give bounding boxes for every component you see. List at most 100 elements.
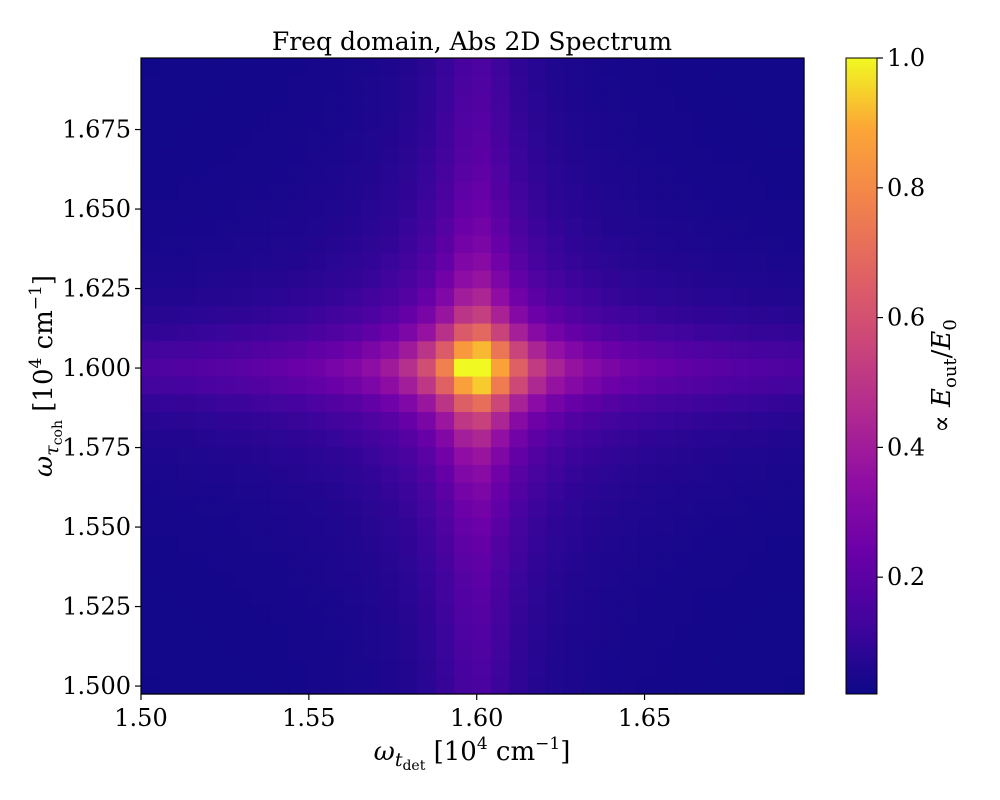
heatmap-cell (214, 535, 234, 554)
heatmap-cell (564, 111, 584, 130)
heatmap-cell (693, 676, 713, 695)
heatmap-cell (509, 93, 529, 112)
heatmap-cell (583, 323, 603, 342)
heatmap-cell (288, 570, 308, 589)
heatmap-cell (233, 446, 253, 465)
heatmap-cell (656, 570, 676, 589)
heatmap-cell (546, 270, 566, 289)
heatmap-cell (527, 393, 547, 412)
heatmap-cell (380, 658, 400, 677)
heatmap-cell (306, 146, 326, 165)
heatmap-cell (656, 164, 676, 183)
heatmap-cell (306, 111, 326, 130)
heatmap-cell (269, 287, 289, 306)
heatmap-cell (269, 393, 289, 412)
heatmap-cell (454, 676, 474, 695)
heatmap-cell (785, 252, 805, 271)
heatmap-cell (398, 199, 418, 218)
heatmap-cell (306, 270, 326, 289)
heatmap-cell (454, 570, 474, 589)
heatmap-cell (546, 570, 566, 589)
heatmap-cell (214, 252, 234, 271)
heatmap-cell (711, 75, 731, 94)
heatmap-cell (730, 270, 750, 289)
heatmap-cell (159, 676, 179, 695)
heatmap-cell (564, 570, 584, 589)
heatmap-cell (362, 676, 382, 695)
heatmap-cell (435, 517, 455, 536)
heatmap-cell (490, 305, 510, 324)
heatmap-cell (214, 217, 234, 236)
heatmap-cell (214, 58, 234, 77)
heatmap-cell (785, 623, 805, 642)
heatmap-cell (490, 270, 510, 289)
heatmap-cell (730, 323, 750, 342)
heatmap-cell (638, 270, 658, 289)
heatmap-cell (306, 181, 326, 200)
heatmap-cell (767, 517, 787, 536)
heatmap-cell (490, 446, 510, 465)
heatmap-cell (269, 75, 289, 94)
heatmap-cell (325, 376, 345, 395)
heatmap-cell (564, 323, 584, 342)
heatmap-cell (730, 146, 750, 165)
heatmap-cell (638, 535, 658, 554)
heatmap-cell (767, 641, 787, 660)
y-label-unit-mid: cm (29, 310, 59, 357)
heatmap-cell (233, 429, 253, 448)
heatmap-cell (748, 93, 768, 112)
heatmap-cell (748, 358, 768, 377)
heatmap-cell (251, 411, 271, 430)
heatmap-cell (527, 499, 547, 518)
heatmap-cell (693, 323, 713, 342)
heatmap-cell (601, 128, 621, 147)
heatmap-cell (343, 393, 363, 412)
heatmap-cell (656, 146, 676, 165)
heatmap-cell (417, 217, 437, 236)
x-axis-ticks: 1.50 1.55 1.60 1.65 (114, 694, 671, 732)
heatmap-cell (251, 128, 271, 147)
heatmap-cell (398, 429, 418, 448)
heatmap-cell (656, 93, 676, 112)
heatmap-cell (767, 111, 787, 130)
heatmap-cell (269, 305, 289, 324)
heatmap-cell (785, 287, 805, 306)
heatmap-cell (546, 323, 566, 342)
heatmap-cell (693, 340, 713, 359)
heatmap-cell (159, 464, 179, 483)
heatmap-cell (177, 217, 197, 236)
heatmap-cell (748, 323, 768, 342)
heatmap-cell (196, 111, 216, 130)
heatmap-cell (454, 181, 474, 200)
heatmap-cell (398, 164, 418, 183)
heatmap-cell (748, 128, 768, 147)
heatmap-cell (767, 376, 787, 395)
heatmap-cell (343, 552, 363, 571)
heatmap-cell (527, 181, 547, 200)
heatmap-cell (362, 411, 382, 430)
heatmap-cell (564, 623, 584, 642)
heatmap-cell (693, 411, 713, 430)
heatmap-cell (583, 658, 603, 677)
heatmap-cell (454, 411, 474, 430)
heatmap-cell (711, 517, 731, 536)
heatmap-cell (398, 605, 418, 624)
heatmap-cell (711, 552, 731, 571)
y-tick-label: 1.525 (62, 593, 131, 621)
heatmap-cell (638, 58, 658, 77)
heatmap-cell (398, 146, 418, 165)
heatmap-cell (417, 305, 437, 324)
heatmap-cell (454, 287, 474, 306)
heatmap-cell (306, 287, 326, 306)
heatmap-cell (785, 323, 805, 342)
heatmap-cell (711, 429, 731, 448)
heatmap-cell (269, 93, 289, 112)
heatmap-cell (675, 234, 695, 253)
heatmap-cell (233, 676, 253, 695)
heatmap-cell (233, 340, 253, 359)
heatmap-cell (159, 535, 179, 554)
heatmap-cell (214, 517, 234, 536)
heatmap-cell (454, 535, 474, 554)
heatmap-cell (380, 429, 400, 448)
